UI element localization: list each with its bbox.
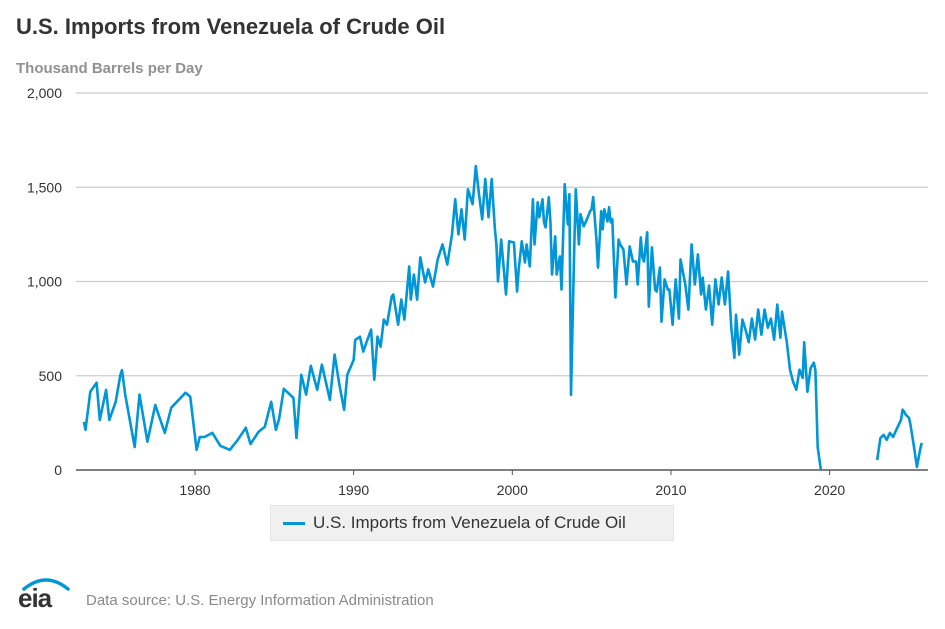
line-chart: 0 500 1,000 1,500 2,000 1980 1990 2000 2010 2020 <box>27 85 928 498</box>
y-tick-label: 1,500 <box>27 179 62 195</box>
y-tick-label: 1,000 <box>27 274 62 290</box>
chart-title: U.S. Imports from Venezuela of Crude Oil <box>16 14 446 39</box>
x-tick-label: 2000 <box>497 482 528 498</box>
x-tick-label: 1990 <box>338 482 369 498</box>
data-source: Data source: U.S. Energy Information Adm… <box>86 591 434 609</box>
eia-logo[interactable]: eia <box>16 575 76 615</box>
y-tick-label: 2,000 <box>27 85 62 101</box>
chart-subtitle: Thousand Barrels per Day <box>16 60 203 77</box>
series-line <box>875 408 923 469</box>
legend-swatch <box>283 521 305 525</box>
y-tick-label: 500 <box>39 368 63 384</box>
x-tick-label: 2020 <box>814 482 845 498</box>
x-tick-label: 1980 <box>179 482 210 498</box>
y-tick-label: 0 <box>54 462 62 478</box>
footer: eia Data source: U.S. Energy Information… <box>16 575 434 615</box>
eia-logo-text: eia <box>18 583 52 613</box>
legend-label: U.S. Imports from Venezuela of Crude Oil <box>313 513 626 532</box>
x-axis: 1980 1990 2000 2010 2020 <box>76 469 928 498</box>
series-lines <box>82 164 923 471</box>
grid-lines <box>76 92 928 377</box>
y-axis-ticks: 0 500 1,000 1,500 2,000 <box>27 85 62 478</box>
x-tick-label: 2010 <box>655 482 686 498</box>
legend[interactable]: U.S. Imports from Venezuela of Crude Oil <box>270 505 674 541</box>
eia-logo-arc-icon <box>22 578 70 591</box>
series-line <box>82 164 823 471</box>
